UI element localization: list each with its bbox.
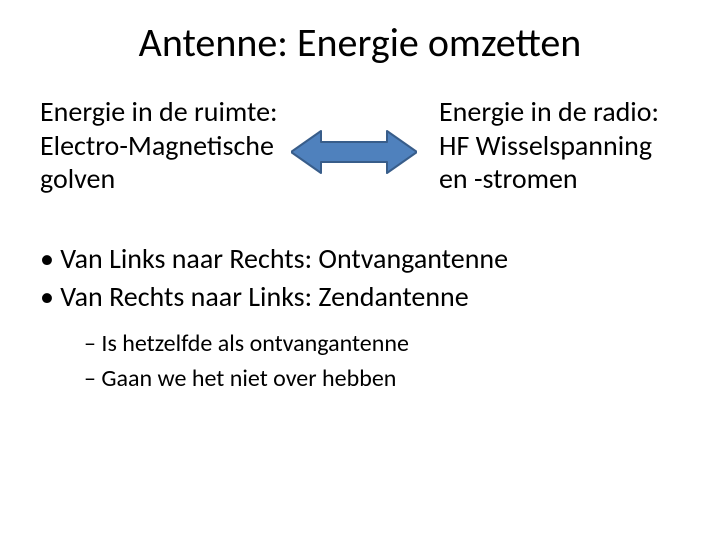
left-column: Energie in de ruimte: Electro-Magnetisch… (40, 95, 281, 196)
slide: Antenne: Energie omzetten Energie in de … (0, 0, 720, 540)
main-bullets: Van Links naar Rechts: Ontvangantenne Va… (40, 240, 680, 316)
arrow-container (289, 95, 419, 175)
left-line-2: Electro-Magnetische (40, 129, 281, 163)
sub-bullet-2: Gaan we het niet over hebben (84, 362, 680, 397)
right-column: Energie in de radio: HF Wisselspanning e… (427, 95, 680, 196)
slide-title: Antenne: Energie omzetten (40, 18, 680, 67)
sub-bullet-1: Is hetzelfde als ontvangantenne (84, 327, 680, 362)
right-line-1: Energie in de radio: (439, 95, 680, 129)
bullet-2: Van Rechts naar Links: Zendantenne (40, 278, 680, 316)
right-line-3: en -stromen (439, 162, 680, 196)
right-line-2: HF Wisselspanning (439, 129, 680, 163)
left-line-1: Energie in de ruimte: (40, 95, 281, 129)
sub-bullets: Is hetzelfde als ontvangantenne Gaan we … (40, 327, 680, 397)
bullet-1: Van Links naar Rechts: Ontvangantenne (40, 240, 680, 278)
left-line-3: golven (40, 162, 281, 196)
double-arrow-icon (291, 129, 417, 175)
columns-row: Energie in de ruimte: Electro-Magnetisch… (40, 95, 680, 196)
